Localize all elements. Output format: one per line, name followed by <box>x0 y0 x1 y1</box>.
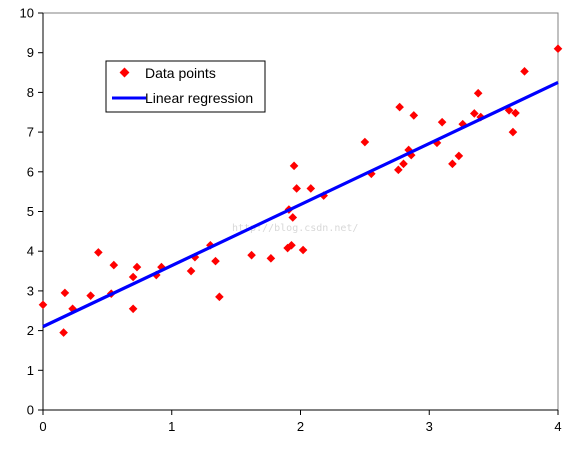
data-point <box>553 44 563 54</box>
data-point <box>215 292 224 302</box>
data-point <box>470 109 479 118</box>
data-point <box>292 184 301 193</box>
data-point <box>520 67 529 76</box>
data-point <box>132 262 142 272</box>
data-point <box>454 151 464 161</box>
data-point <box>152 270 161 280</box>
data-point <box>38 300 48 310</box>
data-point <box>508 127 518 137</box>
data-point <box>395 102 404 112</box>
data-point <box>511 108 520 118</box>
data-point <box>409 111 419 120</box>
data-point <box>190 252 200 262</box>
data-point <box>128 304 138 314</box>
y-tick-label: 6 <box>27 164 34 179</box>
x-ticks: 0 1 2 3 4 <box>39 410 562 434</box>
data-point <box>157 262 166 272</box>
data-point <box>59 328 68 337</box>
data-point <box>186 266 196 276</box>
data-point <box>406 150 416 160</box>
data-point <box>360 137 370 147</box>
data-point <box>94 248 103 257</box>
y-ticks: 0 1 2 3 4 5 6 7 8 9 10 <box>20 6 43 418</box>
data-point <box>266 254 276 263</box>
data-point <box>289 161 299 171</box>
data-point <box>473 88 483 98</box>
regression-line <box>42 81 559 329</box>
x-tick-label: 0 <box>39 419 46 434</box>
data-point <box>86 291 95 300</box>
x-tick-label: 2 <box>297 419 304 434</box>
legend-marker-points <box>119 67 130 78</box>
data-point <box>128 272 138 282</box>
legend: Data points Linear regression <box>105 60 266 113</box>
data-point <box>109 260 119 270</box>
regression-line-layer <box>42 81 559 329</box>
data-point <box>283 243 292 253</box>
y-tick-label: 8 <box>27 85 34 100</box>
data-point <box>404 145 413 155</box>
y-tick-label: 1 <box>27 363 34 378</box>
data-point <box>298 245 308 255</box>
legend-box <box>105 60 266 113</box>
data-point <box>60 288 70 298</box>
y-tick-label: 0 <box>27 403 34 418</box>
legend-label-points: Data points <box>145 65 216 81</box>
data-point <box>211 256 220 266</box>
x-tick-label: 1 <box>168 419 175 434</box>
data-point <box>432 138 442 148</box>
watermark: http://blog.csdn.net/ <box>232 223 358 234</box>
data-point <box>247 250 256 260</box>
data-point <box>504 105 514 115</box>
data-point <box>287 240 296 250</box>
data-point <box>288 213 298 222</box>
y-tick-label: 4 <box>27 244 34 259</box>
x-tick-label: 4 <box>554 419 561 434</box>
x-tick-label: 3 <box>426 419 433 434</box>
y-tick-label: 9 <box>27 45 34 60</box>
y-tick-label: 7 <box>27 125 34 140</box>
data-point <box>306 184 316 193</box>
data-point <box>448 159 457 169</box>
y-tick-label: 2 <box>27 323 34 338</box>
data-point <box>437 117 447 127</box>
y-tick-label: 10 <box>20 6 34 21</box>
y-tick-label: 5 <box>27 204 34 219</box>
legend-label-line: Linear regression <box>145 90 253 106</box>
y-tick-label: 3 <box>27 283 34 298</box>
data-point <box>399 159 408 169</box>
data-point <box>394 165 403 175</box>
